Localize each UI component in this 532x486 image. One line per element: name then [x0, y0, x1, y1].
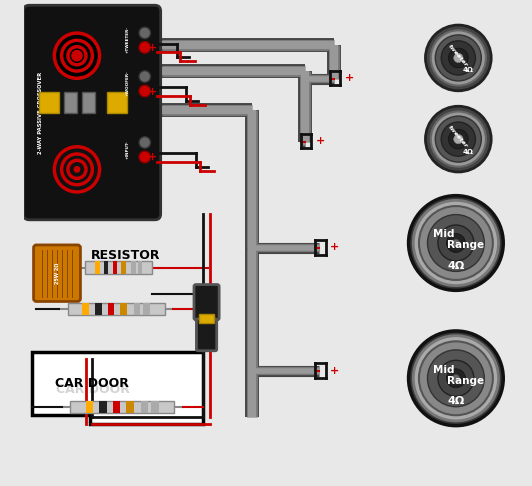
Bar	[86, 400, 93, 413]
Bar	[113, 261, 117, 275]
Bar	[120, 303, 127, 315]
Text: Range: Range	[447, 241, 484, 250]
Circle shape	[419, 206, 493, 280]
Text: Mid: Mid	[434, 229, 455, 240]
Circle shape	[448, 48, 468, 68]
FancyBboxPatch shape	[107, 92, 127, 113]
Circle shape	[419, 341, 493, 415]
Circle shape	[139, 151, 151, 163]
Text: +: +	[345, 73, 354, 83]
FancyBboxPatch shape	[196, 319, 217, 351]
Text: +: +	[148, 43, 157, 53]
FancyBboxPatch shape	[194, 285, 219, 320]
FancyBboxPatch shape	[82, 92, 95, 113]
Text: +: +	[148, 87, 157, 97]
Text: RESISTOR: RESISTOR	[91, 248, 161, 261]
Circle shape	[413, 336, 498, 421]
Polygon shape	[31, 352, 203, 424]
Circle shape	[139, 42, 151, 53]
Text: +: +	[330, 365, 339, 376]
Circle shape	[441, 122, 476, 156]
FancyBboxPatch shape	[34, 245, 80, 301]
Bar	[131, 261, 136, 275]
Circle shape	[139, 137, 151, 148]
Bar	[138, 261, 142, 275]
Text: CAR DOOR: CAR DOOR	[55, 377, 129, 390]
Text: CAR DOOR: CAR DOOR	[55, 383, 129, 396]
Circle shape	[73, 52, 80, 59]
Circle shape	[438, 225, 474, 261]
Text: +INPUT-: +INPUT-	[125, 140, 129, 158]
Circle shape	[435, 116, 481, 162]
Bar	[113, 400, 120, 413]
Circle shape	[446, 234, 466, 252]
Text: 4Ω: 4Ω	[447, 396, 464, 406]
Circle shape	[428, 215, 484, 271]
FancyBboxPatch shape	[68, 303, 164, 315]
Bar	[127, 400, 134, 413]
FancyBboxPatch shape	[23, 5, 161, 220]
Circle shape	[409, 331, 503, 426]
Text: 4Ω: 4Ω	[463, 68, 473, 73]
Text: 25W 2Ω: 25W 2Ω	[54, 262, 60, 284]
Bar	[104, 261, 109, 275]
Circle shape	[73, 166, 80, 173]
Circle shape	[438, 360, 474, 396]
Bar	[95, 303, 102, 315]
Circle shape	[54, 33, 99, 78]
Text: +: +	[315, 136, 325, 146]
Bar	[107, 303, 114, 315]
FancyBboxPatch shape	[199, 314, 214, 323]
Text: Mid: Mid	[434, 365, 455, 375]
Bar	[141, 400, 148, 413]
Text: 4Ω: 4Ω	[447, 260, 464, 271]
Bar	[143, 303, 150, 315]
Circle shape	[448, 129, 468, 149]
Circle shape	[428, 350, 484, 407]
Bar	[134, 303, 140, 315]
Circle shape	[431, 30, 486, 86]
Circle shape	[446, 369, 466, 388]
Text: +: +	[330, 243, 339, 252]
Text: +WOOFER-: +WOOFER-	[125, 70, 129, 96]
FancyBboxPatch shape	[70, 400, 174, 413]
Bar	[121, 261, 126, 275]
Bar	[151, 400, 159, 413]
Text: tweeter: tweeter	[447, 43, 469, 68]
Bar	[95, 261, 99, 275]
Circle shape	[431, 111, 486, 167]
Text: Range: Range	[447, 376, 484, 386]
Circle shape	[435, 35, 481, 81]
Text: +TWEETER-: +TWEETER-	[125, 26, 129, 53]
FancyBboxPatch shape	[85, 261, 153, 275]
Bar	[82, 303, 89, 315]
Circle shape	[452, 375, 460, 382]
Circle shape	[441, 41, 476, 75]
Circle shape	[139, 71, 151, 82]
FancyBboxPatch shape	[39, 92, 60, 113]
Text: tweeter: tweeter	[447, 124, 469, 149]
Circle shape	[426, 25, 491, 91]
Text: 4Ω: 4Ω	[463, 149, 473, 155]
FancyBboxPatch shape	[64, 92, 77, 113]
Circle shape	[454, 53, 463, 63]
Circle shape	[452, 239, 460, 247]
Text: +: +	[148, 153, 157, 162]
Circle shape	[139, 27, 151, 39]
Circle shape	[426, 106, 491, 172]
Circle shape	[413, 200, 498, 286]
Circle shape	[454, 135, 463, 144]
Bar	[99, 400, 106, 413]
Text: 2-WAY PASSIVE CROSSOVER: 2-WAY PASSIVE CROSSOVER	[38, 71, 43, 154]
Circle shape	[139, 85, 151, 97]
Circle shape	[409, 196, 503, 290]
